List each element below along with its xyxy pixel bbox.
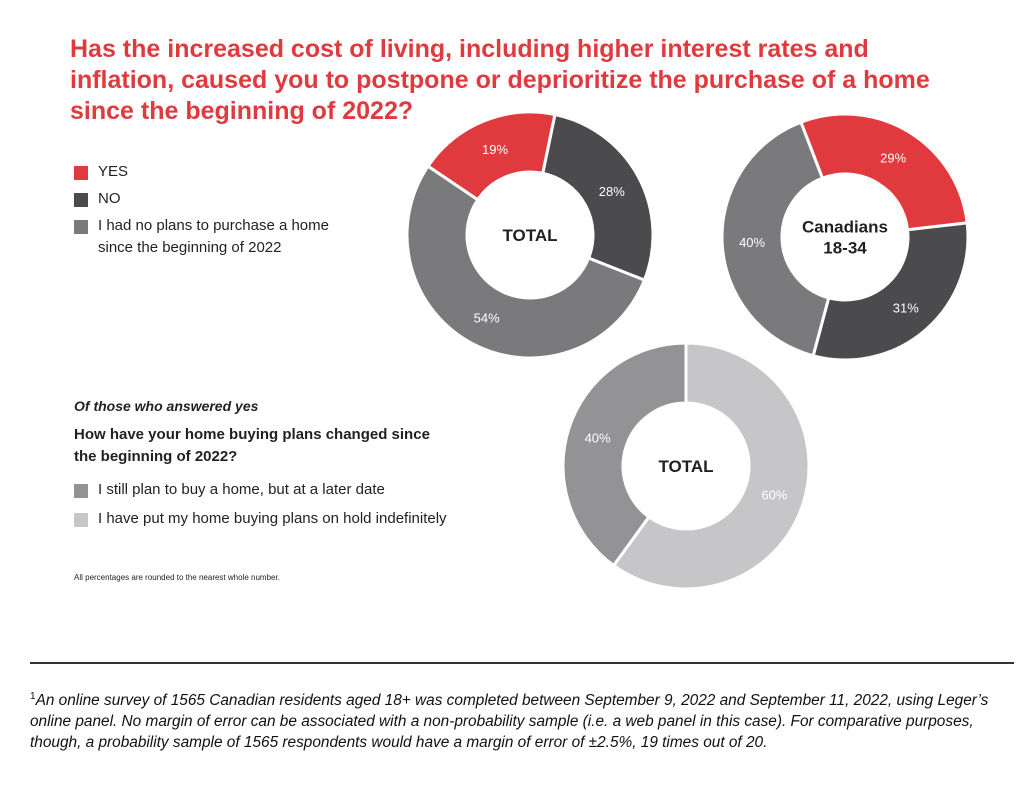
legend-item-later: I still plan to buy a home, but at a lat… — [74, 481, 504, 501]
title-line: inflation, caused you to postpone or dep… — [70, 66, 930, 94]
slice-data-label: 40% — [585, 430, 611, 445]
legend-item-yes: YES — [74, 163, 374, 183]
title-line: since the beginning of 2022? — [70, 97, 414, 125]
legend-item-on-hold: I have put my home buying plans on hold … — [74, 510, 504, 530]
slice-data-label: 19% — [482, 142, 508, 157]
donut-slice — [541, 112, 655, 283]
question-line: How have your home buying plans changed … — [74, 426, 430, 443]
donut-slice — [405, 164, 647, 360]
follow-up-question: How have your home buying plans changed … — [74, 424, 504, 468]
donut-slice — [811, 221, 970, 362]
slice-data-label: 29% — [880, 151, 906, 166]
donut-slice — [561, 341, 688, 568]
donut-center-label: Canadians — [802, 218, 888, 237]
legend-swatch-yes — [74, 166, 88, 180]
footnote-text: An online survey of 1565 Canadian reside… — [30, 692, 989, 751]
donut-center-label: TOTAL — [502, 226, 557, 245]
legend-item-no: NO — [74, 190, 374, 210]
main-legend: YES NO I had no plans to purchase a home… — [74, 163, 374, 267]
legend-swatch-on-hold — [74, 513, 88, 527]
donut-chart-3: 40% 60% TOTAL — [561, 341, 811, 591]
slice-data-label: 28% — [599, 184, 625, 199]
legend-swatch-no-plans — [74, 220, 88, 234]
footnote: 1An online survey of 1565 Canadian resid… — [30, 686, 1005, 753]
legend-label: since the beginning of 2022 — [98, 239, 282, 256]
donut-slice — [720, 120, 831, 358]
legend-swatch-later — [74, 484, 88, 498]
donut-charts: 19% 28% 54% TOTAL 29% 31% 40% Canadians 18-34 40%… — [405, 110, 970, 591]
slice-data-label: 54% — [474, 310, 500, 325]
footnote-marker: 1 — [30, 691, 36, 702]
donut-slice — [798, 112, 969, 232]
donut-center-label: TOTAL — [658, 457, 713, 476]
rounding-note: All percentages are rounded to the neare… — [74, 573, 280, 582]
follow-up-section: Of those who answered yes How have your … — [74, 398, 504, 540]
follow-up-note: Of those who answered yes — [74, 398, 259, 414]
legend-label: I have put my home buying plans on hold … — [98, 510, 447, 527]
legend-label: YES — [98, 163, 129, 180]
slice-data-label: 40% — [739, 235, 765, 250]
legend-label: NO — [98, 190, 121, 207]
slice-data-label: 31% — [893, 300, 919, 315]
slice-data-label: 60% — [761, 488, 787, 503]
donut-chart-1: 19% 28% 54% TOTAL — [405, 110, 655, 360]
donut-center-label: 18-34 — [823, 239, 867, 258]
legend-item-no-plans: I had no plans to purchase a home since … — [74, 217, 374, 259]
title-line: Has the increased cost of living, includ… — [70, 35, 869, 63]
question-line: the beginning of 2022? — [74, 448, 238, 465]
donut-chart-2: 29% 31% 40% Canadians 18-34 — [720, 112, 970, 362]
divider — [30, 662, 1014, 664]
legend-swatch-no — [74, 193, 88, 207]
page-title: Has the increased cost of living, includ… — [70, 34, 1000, 127]
legend-label: I had no plans to purchase a home — [98, 217, 329, 234]
donut-slice — [611, 341, 811, 591]
legend-label: I still plan to buy a home, but at a lat… — [98, 481, 385, 498]
